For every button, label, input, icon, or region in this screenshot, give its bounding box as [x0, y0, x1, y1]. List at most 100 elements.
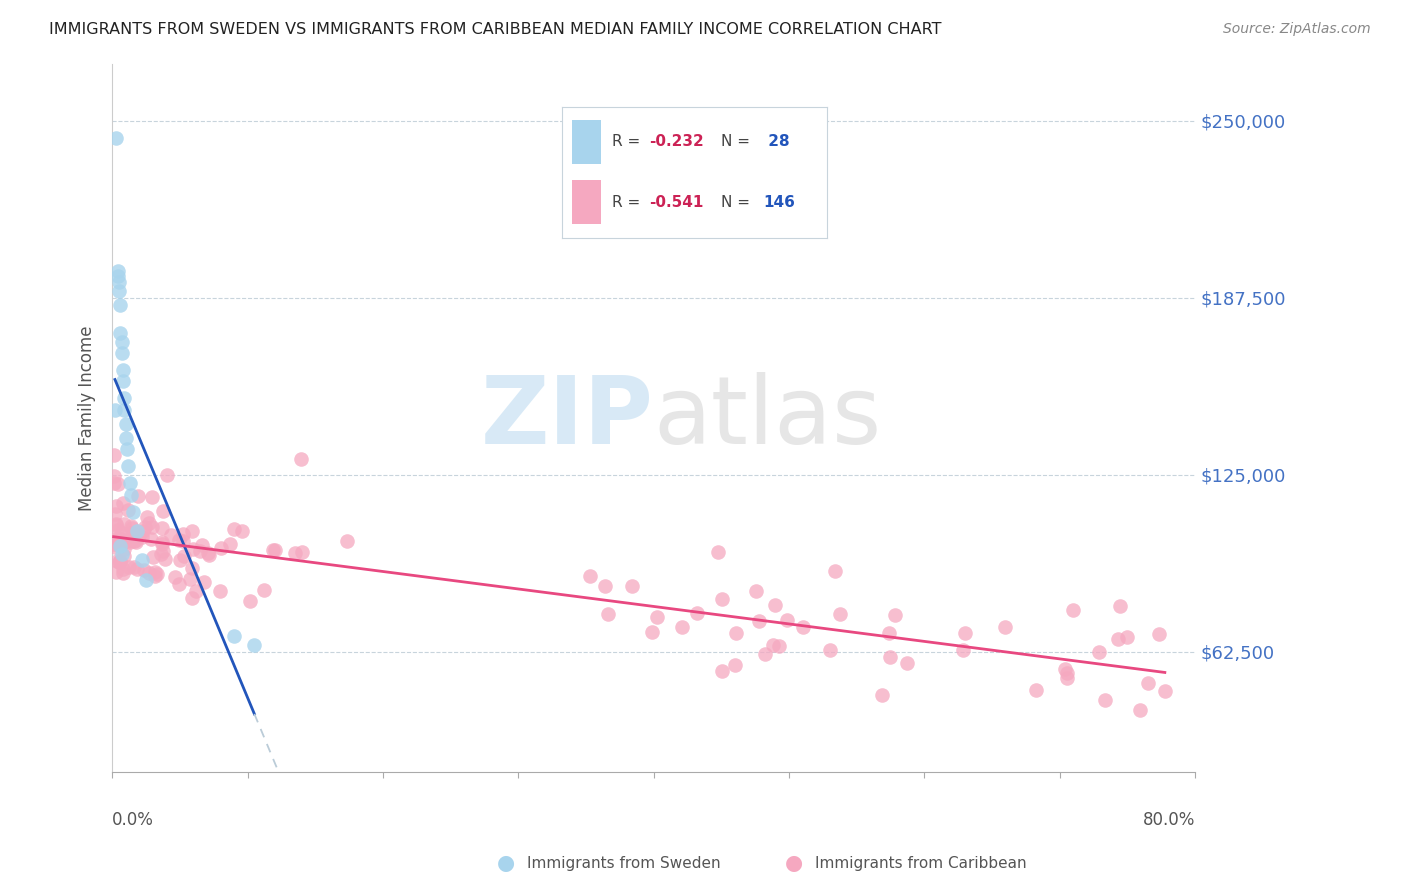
Point: [125, 562, 148, 576]
Point: [121, 505, 143, 519]
Point: [792, 619, 814, 633]
Point: [181, 591, 204, 605]
Point: [125, 524, 148, 539]
Point: [1094, 692, 1116, 706]
Point: [149, 547, 172, 561]
Point: [108, 275, 131, 289]
Point: [152, 503, 174, 517]
Point: [1136, 675, 1159, 690]
Point: [150, 536, 173, 550]
Point: [112, 566, 135, 580]
Point: [262, 543, 284, 558]
Point: [150, 534, 173, 549]
Point: [877, 625, 900, 640]
Point: [103, 469, 125, 483]
Point: [103, 448, 125, 462]
Point: [830, 607, 852, 622]
Point: [112, 562, 135, 576]
Point: [820, 642, 842, 657]
Text: Immigrants from Caribbean: Immigrants from Caribbean: [815, 856, 1028, 871]
Point: [112, 549, 135, 563]
Point: [744, 584, 766, 599]
Point: [117, 503, 139, 517]
Point: [121, 526, 143, 541]
Point: [110, 533, 132, 547]
Point: [765, 599, 787, 613]
Point: [1153, 684, 1175, 698]
Point: [884, 607, 907, 622]
Point: [181, 560, 204, 574]
Point: [243, 638, 266, 652]
Point: [110, 539, 132, 553]
Point: [112, 542, 135, 557]
Point: [172, 526, 194, 541]
Point: [112, 516, 135, 531]
Point: [115, 442, 138, 457]
Point: [253, 583, 276, 598]
Point: [167, 577, 190, 591]
Point: [132, 524, 155, 538]
Point: [111, 547, 134, 561]
Point: [169, 553, 191, 567]
Point: [640, 624, 662, 639]
Point: [141, 520, 163, 534]
Point: [107, 269, 129, 284]
Point: [120, 518, 142, 533]
Point: [108, 532, 131, 546]
Point: [121, 521, 143, 535]
Point: [120, 487, 142, 501]
Point: [114, 431, 136, 445]
Point: [138, 516, 160, 530]
Point: [160, 528, 183, 542]
Point: [896, 656, 918, 670]
Point: [111, 346, 134, 360]
Point: [135, 509, 157, 524]
Point: [112, 402, 135, 417]
Point: [1062, 603, 1084, 617]
Point: [121, 527, 143, 541]
Point: [952, 643, 974, 657]
Point: [1087, 645, 1109, 659]
Point: [879, 650, 901, 665]
Point: [141, 550, 163, 565]
Point: [1056, 671, 1078, 685]
Point: [1108, 599, 1130, 613]
Point: [111, 526, 134, 541]
Point: [128, 528, 150, 542]
Point: [118, 476, 141, 491]
Point: [579, 568, 602, 582]
Point: [134, 520, 156, 534]
Point: [105, 130, 128, 145]
Point: [143, 565, 166, 579]
Point: [596, 607, 619, 621]
Point: [107, 523, 129, 537]
Point: [1025, 682, 1047, 697]
Text: ●: ●: [498, 854, 515, 873]
Text: Source: ZipAtlas.com: Source: ZipAtlas.com: [1223, 22, 1371, 37]
Point: [193, 574, 215, 589]
Point: [197, 546, 219, 560]
Point: [110, 298, 132, 312]
Point: [104, 540, 127, 554]
Point: [776, 613, 799, 627]
Point: [112, 374, 135, 388]
Point: [120, 533, 142, 548]
Point: [156, 468, 179, 483]
Point: [198, 549, 221, 563]
Point: [1056, 665, 1078, 680]
Point: [114, 417, 136, 431]
Point: [141, 490, 163, 504]
Point: [1107, 632, 1129, 647]
Point: [870, 688, 893, 702]
Point: [105, 565, 128, 579]
Text: 80.0%: 80.0%: [1143, 811, 1195, 829]
Point: [173, 549, 195, 563]
Point: [167, 533, 190, 547]
Text: ZIP: ZIP: [481, 372, 654, 464]
Point: [125, 533, 148, 548]
Point: [290, 452, 312, 467]
Point: [103, 476, 125, 491]
Point: [184, 583, 207, 598]
Text: IMMIGRANTS FROM SWEDEN VS IMMIGRANTS FROM CARIBBEAN MEDIAN FAMILY INCOME CORRELA: IMMIGRANTS FROM SWEDEN VS IMMIGRANTS FRO…: [49, 22, 942, 37]
Point: [141, 532, 163, 546]
